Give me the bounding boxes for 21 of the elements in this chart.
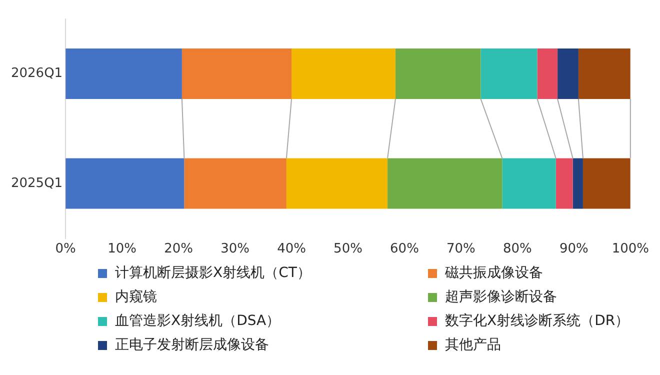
x-tick-label: 40% [277, 242, 306, 257]
x-tick-label: 70% [446, 242, 476, 257]
legend-label: 血管造影X射线机（DSA） [115, 312, 280, 330]
y-tick-label: 2025Q1 [10, 176, 63, 191]
x-tick-label: 30% [220, 242, 250, 257]
x-tick-label: 60% [390, 242, 419, 257]
x-tick-label: 10% [108, 242, 137, 257]
legend-label: 数字化X射线诊断系统（DR） [445, 312, 630, 330]
x-tick-label: 20% [164, 242, 194, 257]
x-tick-label: 80% [503, 242, 532, 257]
x-tick-label: 50% [334, 242, 362, 257]
x-tick-label: 90% [559, 242, 588, 257]
legend-label: 超声影像诊断设备 [445, 288, 557, 306]
legend-label: 其他产品 [445, 336, 501, 354]
legend-label: 计算机断层摄影X射线机（CT） [115, 264, 311, 282]
x-tick-label: 100% [612, 242, 650, 257]
x-tick-label: 0% [55, 242, 76, 257]
y-tick-label: 2026Q1 [10, 66, 63, 82]
legend-label: 磁共振成像设备 [445, 264, 543, 282]
legend-label: 内窥镜 [115, 288, 157, 306]
legend-label: 正电子发射断层成像设备 [115, 336, 269, 354]
